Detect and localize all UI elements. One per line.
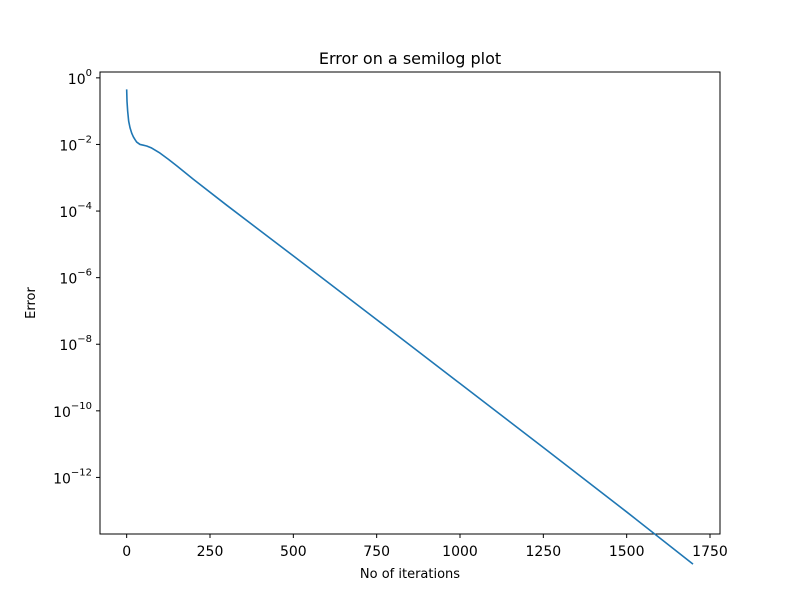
x-tick-label: 1500 [609,544,645,560]
y-tick-label-exponent: −8 [77,334,92,345]
y-tick-label-base: 10 [53,405,71,421]
y-tick-label: 10−4 [59,201,92,221]
x-tick-label: 1750 [692,544,728,560]
y-tick-label-exponent: −10 [71,401,92,412]
plot-frame [99,71,721,535]
y-tick-label-exponent: −6 [77,268,92,279]
y-tick-label-exponent: 0 [86,68,92,79]
y-tick-label-base: 10 [53,471,71,487]
x-tick-label: 0 [122,544,131,560]
y-tick-label: 10−8 [59,334,92,354]
x-tick-label: 1250 [526,544,562,560]
y-tick-label: 10−12 [53,467,92,487]
y-axis-label: Error [24,287,39,319]
y-tick-label-exponent: −2 [77,134,92,145]
x-tick-label: 1000 [442,544,478,560]
x-tick-label: 250 [197,544,224,560]
error-series-line [125,89,694,565]
y-tick-label-base: 10 [59,272,77,288]
y-tick-label-exponent: −4 [77,201,92,212]
y-tick-label-base: 10 [59,138,77,154]
plot-area [99,71,721,535]
x-tick-label: 750 [363,544,390,560]
y-tick-label-base: 10 [59,338,77,354]
chart-title: Error on a semilog plot [319,49,501,68]
y-tick-label: 10−2 [59,134,92,154]
y-tick-label: 10−6 [59,268,92,288]
y-tick-label: 100 [68,68,92,88]
y-tick-label-base: 10 [59,205,77,221]
y-tick-label-exponent: −12 [71,467,92,478]
y-tick-label: 10−10 [53,401,92,421]
x-axis-label: No of iterations [360,567,460,582]
series-layer [125,89,694,565]
x-axis: 0 250 500 750 1000 1250 1500 1750 [122,534,728,560]
x-tick-label: 500 [280,544,307,560]
y-tick-label-base: 10 [68,72,86,88]
